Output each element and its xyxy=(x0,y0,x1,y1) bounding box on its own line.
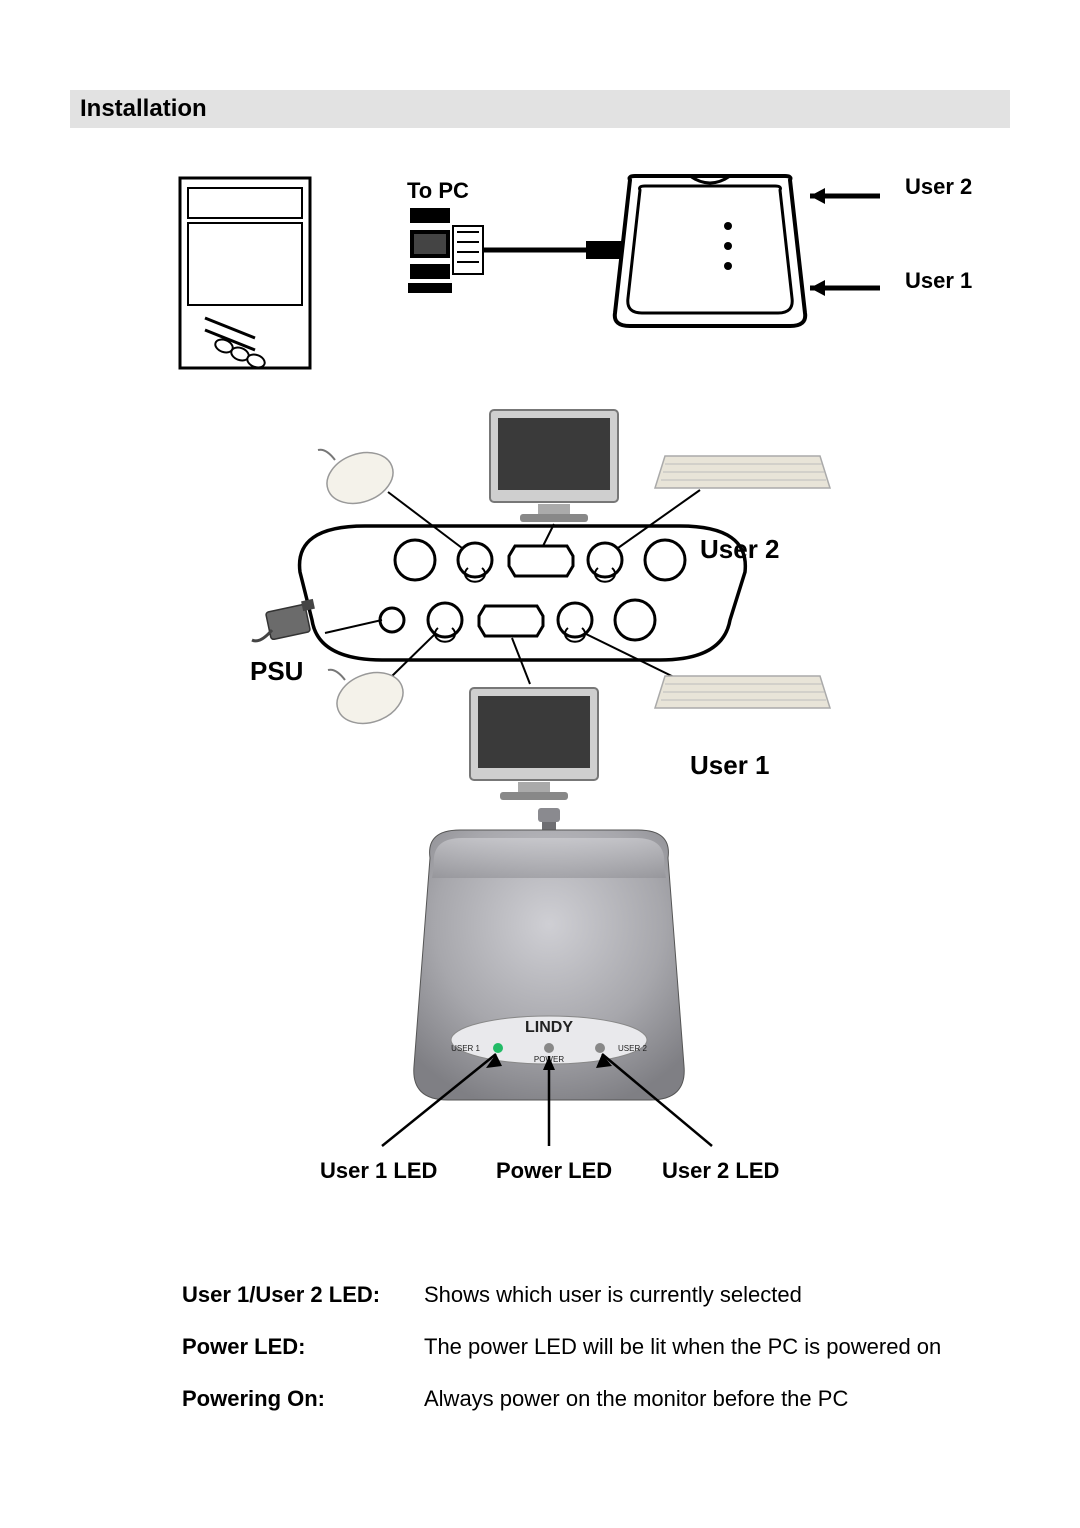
connector-block-icon xyxy=(408,208,483,293)
mouse-top-icon xyxy=(318,444,400,512)
table-row: Powering On: Always power on the monitor… xyxy=(182,1374,941,1424)
desc-term: User 1/User 2 LED: xyxy=(182,1270,422,1320)
pc-tower-icon xyxy=(180,178,310,370)
rear-panel-icon xyxy=(300,526,746,660)
table-row: Power LED: The power LED will be lit whe… xyxy=(182,1322,941,1372)
arrow-user2-icon xyxy=(810,188,880,204)
arrow-user1-icon xyxy=(810,280,880,296)
label-d2-user2: User 2 xyxy=(700,534,780,565)
mouse-bottom-icon xyxy=(328,664,410,732)
desc-def: Always power on the monitor before the P… xyxy=(424,1374,941,1424)
desc-term: Power LED: xyxy=(182,1322,422,1372)
svg-text:USER 2: USER 2 xyxy=(618,1044,647,1053)
section-header: Installation xyxy=(70,90,1010,128)
diagram-rear-panel xyxy=(160,398,1080,818)
label-d1-user1: User 1 xyxy=(905,268,972,294)
diagram-front-device: LINDY USER 1 POWER USER 2 xyxy=(160,808,1080,1188)
label-to-pc: To PC xyxy=(407,178,469,204)
desc-def: Shows which user is currently selected xyxy=(424,1270,941,1320)
psu-icon xyxy=(252,599,315,641)
label-user1-led: User 1 LED xyxy=(320,1158,437,1184)
brand-text: LINDY xyxy=(525,1019,573,1036)
label-user2-led: User 2 LED xyxy=(662,1158,779,1184)
label-d2-user1: User 1 xyxy=(690,750,770,781)
kvm-switch-icon xyxy=(615,176,805,326)
label-d1-user2: User 2 xyxy=(905,174,972,200)
label-d2-psu: PSU xyxy=(250,656,303,687)
keyboard-bottom-icon xyxy=(655,676,830,708)
section-title: Installation xyxy=(80,95,207,122)
svg-text:USER 1: USER 1 xyxy=(451,1044,480,1053)
monitor-bottom-icon xyxy=(470,688,598,800)
desc-def: The power LED will be lit when the PC is… xyxy=(424,1322,941,1372)
keyboard-top-icon xyxy=(655,456,830,488)
device-cable-icon xyxy=(538,808,560,832)
label-power-led: Power LED xyxy=(496,1158,612,1184)
diagram-area: To PC User 2 User 1 xyxy=(70,168,1010,1248)
desc-term: Powering On: xyxy=(182,1374,422,1424)
monitor-top-icon xyxy=(490,410,618,522)
table-row: User 1/User 2 LED: Shows which user is c… xyxy=(182,1270,941,1320)
description-table: User 1/User 2 LED: Shows which user is c… xyxy=(180,1268,943,1426)
